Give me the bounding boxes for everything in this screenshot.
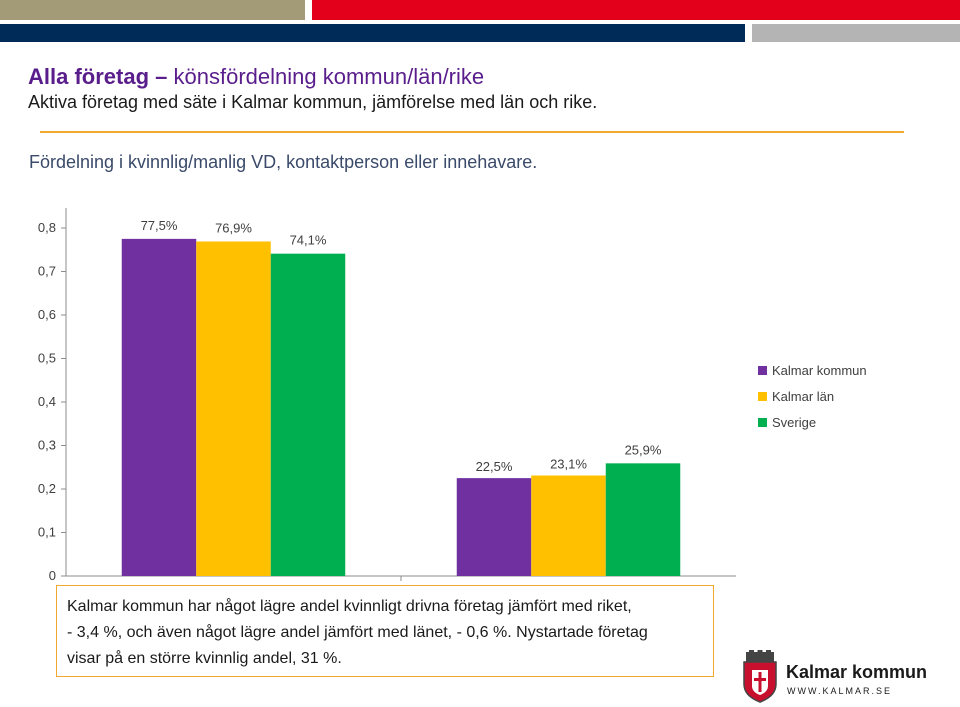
header-strip-olive [0, 0, 305, 20]
title-rest: könsfördelning kommun/län/rike [173, 64, 485, 89]
callout-line-3: visar på en större kvinnlig andel, 31 %. [67, 650, 342, 667]
legend-swatch [758, 418, 767, 427]
data-label: 76,9% [215, 220, 252, 235]
bar [270, 253, 346, 576]
title-separator: – [155, 64, 168, 89]
data-label: 25,9% [625, 442, 662, 457]
bar [456, 478, 532, 576]
legend-label: Kalmar län [772, 389, 834, 404]
bar [121, 238, 197, 576]
page-title: Alla företag – könsfördelning kommun/län… [28, 64, 908, 90]
title-main: Alla företag [28, 64, 150, 89]
y-tick-label: 0,7 [38, 264, 56, 279]
y-tick-label: 0,3 [38, 438, 56, 453]
data-label: 23,1% [550, 457, 587, 472]
callout-box: Kalmar kommun har något lägre andel kvin… [56, 585, 714, 677]
data-label: 77,5% [141, 218, 178, 233]
header-strip-navy [0, 24, 745, 42]
legend-label: Kalmar kommun [772, 363, 867, 378]
y-tick-label: 0,1 [38, 525, 56, 540]
y-tick-label: 0 [49, 568, 56, 583]
data-label: 22,5% [476, 459, 513, 474]
y-tick-label: 0,8 [38, 220, 56, 235]
bar [605, 463, 681, 576]
y-tick-label: 0,4 [38, 394, 56, 409]
bar [531, 475, 606, 576]
legend-label: Sverige [772, 415, 816, 430]
callout-line-1: Kalmar kommun har något lägre andel kvin… [67, 598, 632, 615]
kalmar-logo: Kalmar kommun WWW.KALMAR.SE [740, 650, 940, 706]
chart-description: Fördelning i kvinnlig/manlig VD, kontakt… [29, 152, 538, 172]
y-tick-label: 0,2 [38, 481, 56, 496]
bar [196, 241, 271, 577]
data-label: 74,1% [290, 233, 327, 248]
logo-url: WWW.KALMAR.SE [787, 686, 893, 696]
logo-name: Kalmar kommun [786, 662, 928, 682]
y-tick-label: 0,5 [38, 351, 56, 366]
kalmar-coat-of-arms-icon [743, 650, 777, 703]
bar-chart: 0 0,1 0,2 0,3 0,4 0,5 0,6 0,7 0,8 77,5% 76,9% 74,1%… [38, 208, 867, 583]
title-block: Alla företag – könsfördelning kommun/län… [28, 64, 908, 114]
legend-swatch [758, 392, 767, 401]
legend-swatch [758, 366, 767, 375]
page-subtitle: Aktiva företag med säte i Kalmar kommun,… [28, 92, 598, 112]
callout-line-2: - 3,4 %, och även något lägre andel jämf… [67, 624, 648, 641]
header-strip-red [312, 0, 960, 20]
header-strip-gray [752, 24, 960, 42]
title-divider [40, 131, 904, 133]
y-tick-label: 0,6 [38, 307, 56, 322]
